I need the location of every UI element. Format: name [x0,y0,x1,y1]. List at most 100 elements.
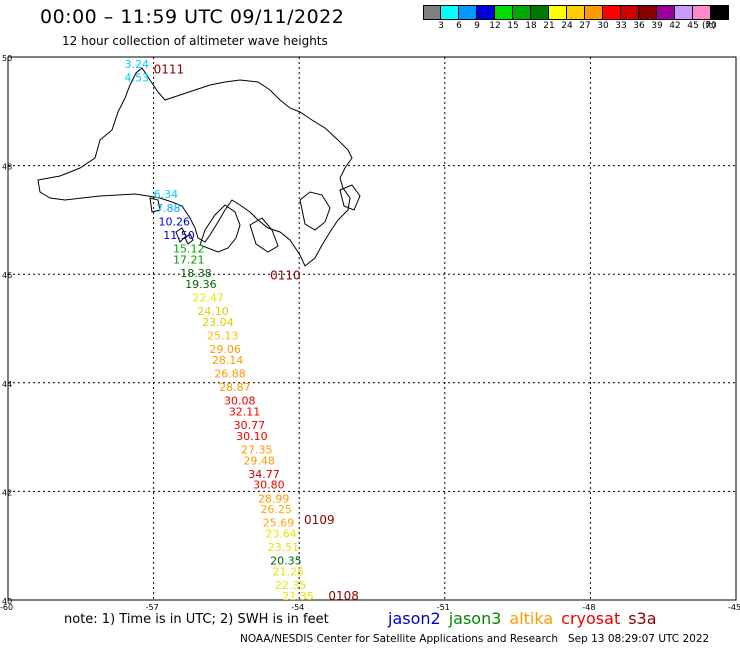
colorbar-swatch [621,5,639,20]
credit-text: NOAA/NESDIS Center for Satellite Applica… [240,633,558,645]
lat-label: 50 [2,54,12,63]
colorbar-swatch [549,5,567,20]
mission-altika: altika [509,609,554,628]
colorbar-swatch [585,5,603,20]
lat-label: 40 [2,597,12,606]
footer-note: note: 1) Time is in UTC; 2) SWH is in fe… [64,612,329,627]
wave-height-point: 4.53 [124,71,149,84]
wave-height-point: 23.64 [265,528,297,541]
mission-cryosat: cryosat [561,609,621,628]
colorbar-tick-label: 33 [615,21,627,31]
mission-jason3: jason3 [448,609,502,628]
colorbar [423,5,729,20]
wave-height-point: 20.35 [270,555,302,568]
wave-height-point: 11.50 [163,229,195,242]
colorbar-tick-label: 15 [507,21,519,31]
wave-height-point: 32.11 [229,405,261,418]
pass-time-label: 0111 [154,62,185,76]
wave-height-point: 22.47 [192,291,224,304]
wave-height-point: 30.10 [236,430,268,443]
colorbar-swatch [531,5,549,20]
wave-height-point: 30.77 [234,419,266,432]
wave-height-point: 34.77 [248,468,279,481]
wave-height-point: 7.88 [156,202,181,215]
altimeter-tracks: 3.244.53 6.347.8810.2611.5015.1217.2118.3… [124,58,358,603]
colorbar-swatch [603,5,621,20]
lat-label: 42 [2,488,12,497]
colorbar-tick-label: 42 [669,21,681,31]
wave-height-point: 23.51 [268,541,300,554]
colorbar-tick-label: 21 [543,21,555,31]
wave-height-point: 18.38 [180,267,212,280]
colorbar-tick-label: 39 [651,21,663,31]
chart-subtitle: 12 hour collection of altimeter wave hei… [62,34,328,48]
chart-title: 00:00 – 11:59 UTC 09/11/2022 [40,6,345,28]
wave-height-point: 21.25 [273,566,305,579]
wave-height-point: 25.13 [207,329,239,342]
colorbar-swatch [495,5,513,20]
colorbar-swatch [441,5,459,20]
mission-legend: jason2 jason3 altika cryosat s3a [388,609,665,628]
colorbar-swatch [423,5,441,20]
wave-height-point: 17.21 [173,253,205,266]
lat-label: 46 [2,271,12,280]
colorbar-swatch [657,5,675,20]
wave-height-point: 29.06 [209,343,241,356]
lon-label: -45 [728,603,740,612]
coastline-newfoundland [37,67,361,267]
lat-label: 48 [2,163,12,172]
plot-frame [7,56,737,601]
colorbar-unit: (ft) [702,21,716,31]
colorbar-tick-label: 6 [456,21,462,31]
wave-height-point: 27.35 [241,443,273,456]
lon-label: -54 [291,603,304,612]
lon-label: -51 [437,603,450,612]
wave-height-point: 15.12 [173,242,205,255]
colorbar-swatch [693,5,711,20]
mission-jason2: jason2 [388,609,441,628]
colorbar-swatch [477,5,495,20]
pass-time-label: 0109 [304,513,335,527]
colorbar-tick-label: 9 [474,21,480,31]
colorbar-tick-label: 70 [705,21,717,31]
colorbar-swatch [567,5,585,20]
grid-lines: 50 48 46 44 42 40-60 -57 -54 -51 -48 -45 [0,54,740,612]
wave-height-point: 28.99 [258,492,290,505]
colorbar-swatch [459,5,477,20]
colorbar-tick-label: 45 [687,21,699,31]
credit-line: NOAA/NESDIS Center for Satellite Applica… [240,633,709,645]
wave-height-point: 30.80 [253,479,284,492]
lon-label: -57 [146,603,159,612]
colorbar-tick-label: 18 [525,21,537,31]
wave-height-point: 26.88 [214,367,246,380]
mission-s3a: s3a [628,609,657,628]
colorbar-swatch [711,5,729,20]
wave-height-point: 3.24 [124,58,149,71]
wave-height-point: 22.35 [275,579,307,592]
wave-height-point: 29.48 [243,454,274,467]
colorbar-tick-label: 12 [489,21,501,31]
wave-height-point: 21.35 [282,590,314,603]
lat-label: 44 [2,380,12,389]
wave-height-point: 28.87 [219,381,251,394]
colorbar-tick-label: 27 [579,21,591,31]
lon-label: -48 [582,603,595,612]
colorbar-swatch [639,5,657,20]
wave-height-point: 6.34 [154,188,179,201]
colorbar-tick-label: 36 [633,21,645,31]
pass-time-label: 0110 [270,269,301,283]
wave-height-point: 25.69 [263,517,295,530]
wave-height-point: 28.14 [212,354,244,367]
wave-height-point: 10.26 [158,215,190,228]
colorbar-swatch [513,5,531,20]
wave-height-point: 19.36 [185,278,217,291]
colorbar-tick-label: 30 [597,21,609,31]
lon-label: -60 [0,603,13,612]
colorbar-tick-label: 3 [438,21,444,31]
colorbar-tick-label: 24 [561,21,573,31]
wave-height-point: 26.25 [260,503,292,516]
generated-timestamp: Sep 13 08:29:07 UTC 2022 [568,633,710,645]
colorbar-swatch [675,5,693,20]
wave-height-point: 24.10 [197,305,229,318]
